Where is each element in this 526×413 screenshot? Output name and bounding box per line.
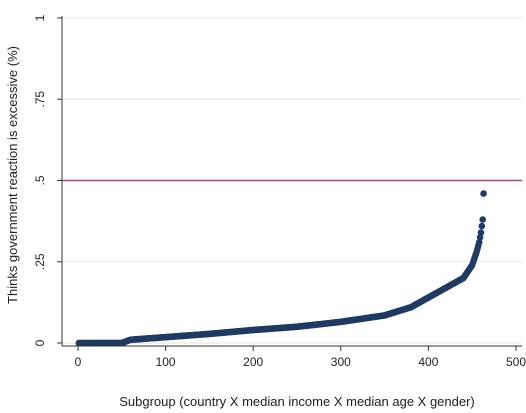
x-axis-title: Subgroup (country X median income X medi… xyxy=(119,394,475,409)
data-point xyxy=(479,216,487,223)
data-point xyxy=(475,238,483,246)
data-point xyxy=(477,229,485,236)
x-tick-label-3: 300 xyxy=(331,355,351,369)
x-tick-label-1: 100 xyxy=(156,355,176,369)
x-tick-label-5: 500 xyxy=(506,355,526,369)
axes xyxy=(57,16,522,351)
data-points xyxy=(75,190,487,347)
tick-labels: 0 .25 .5 .75 1 0 100 200 300 400 500 xyxy=(33,14,526,369)
y-tick-label-2: .5 xyxy=(33,175,47,185)
data-point xyxy=(476,234,484,241)
x-tick-label-4: 400 xyxy=(418,355,438,369)
grid xyxy=(62,17,522,344)
x-tick-label-0: 0 xyxy=(75,355,82,369)
y-tick-label-1: .25 xyxy=(33,253,47,270)
y-tick-label-0: 0 xyxy=(33,339,47,346)
y-tick-label-3: .75 xyxy=(33,91,47,108)
data-point xyxy=(478,222,486,230)
y-axis-title: Thinks government reaction is excessive … xyxy=(5,46,20,304)
x-tick-label-2: 200 xyxy=(243,355,263,369)
data-point xyxy=(480,190,487,197)
y-tick-label-4: 1 xyxy=(33,14,47,21)
